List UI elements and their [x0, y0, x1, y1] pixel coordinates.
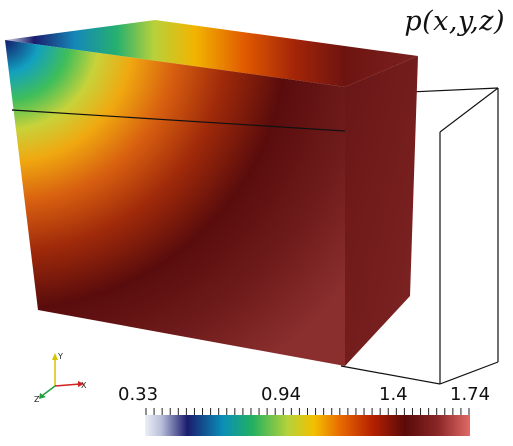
colorbar-max-label: 1.74: [450, 384, 491, 405]
colorbar-min-label: 0.33: [118, 384, 159, 405]
y-axis-arrowhead: [52, 353, 58, 360]
colorbar-tick-label: 1.4: [379, 384, 408, 405]
z-axis-label: Z: [34, 395, 40, 404]
z-axis-arrow: [42, 385, 56, 396]
orientation-axes-triad[interactable]: Y X Z: [34, 352, 87, 404]
block-front-face: [5, 40, 345, 366]
colorbar-gradient: [145, 415, 470, 436]
block-top-face: [5, 20, 418, 87]
colorbar-ticks: [145, 408, 470, 415]
x-axis-label: X: [81, 381, 87, 390]
z-axis-arrowhead: [39, 393, 46, 399]
x-axis-arrow: [54, 383, 81, 387]
field-label: p(x,y,z): [404, 6, 505, 37]
colorbar-tick-label: 0.94: [261, 384, 302, 405]
x-axis-arrowhead: [78, 381, 84, 387]
y-axis-label: Y: [57, 352, 63, 361]
block-side-face: [345, 56, 418, 366]
wireframe-front-line: [11, 109, 346, 132]
